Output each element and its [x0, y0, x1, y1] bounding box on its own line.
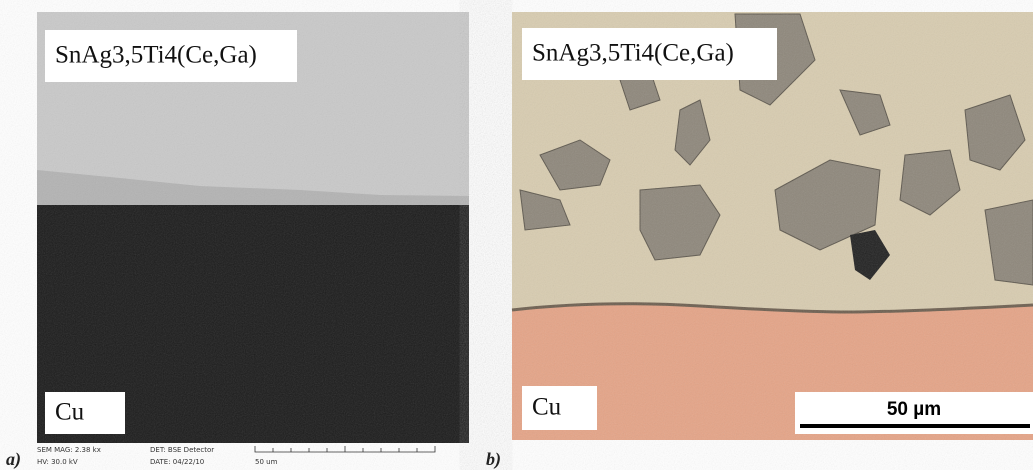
panel-label: a): [6, 449, 21, 470]
footer-text: HV: 30.0 kV: [37, 458, 78, 466]
alloy-label: SnAg3,5Ti4(Ce,Ga): [532, 40, 734, 67]
sem-image: SnAg3,5Ti4(Ce,Ga) Cu: [37, 12, 469, 443]
footer-text: DATE: 04/22/10: [150, 458, 204, 466]
scale-bar: [255, 446, 435, 452]
substrate-label: Cu: [55, 399, 85, 426]
scale-label: 50 µm: [887, 399, 941, 420]
footer-text: DET: BSE Detector: [150, 446, 214, 454]
panel-label: b): [486, 449, 501, 470]
substrate-label: Cu: [532, 394, 562, 421]
optical-image: SnAg3,5Ti4(Ce,Ga) Cu 50 µm: [512, 12, 1033, 440]
footer-text: SEM MAG: 2.38 kx: [37, 446, 101, 454]
sem-footer: SEM MAG: 2.38 kx HV: 30.0 kV DET: BSE De…: [37, 446, 435, 466]
alloy-label: SnAg3,5Ti4(Ce,Ga): [55, 42, 257, 69]
scale-bar: [800, 424, 1030, 428]
figure: SnAg3,5Ti4(Ce,Ga) Cu SEM MAG: 2.38 kx HV…: [0, 0, 1033, 470]
scale-label: 50 um: [255, 458, 278, 466]
